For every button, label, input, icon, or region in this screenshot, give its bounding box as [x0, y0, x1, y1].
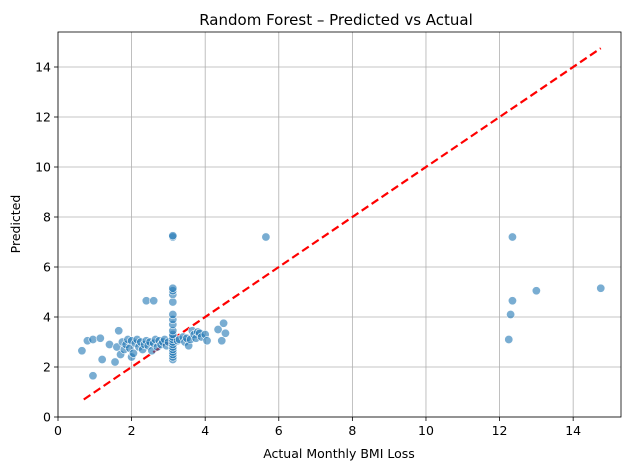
grid	[57, 32, 621, 418]
data-point	[95, 333, 105, 343]
x-tick-label: 12	[492, 423, 508, 438]
data-point	[507, 232, 517, 242]
data-point	[507, 296, 517, 306]
ideal-line-layer	[83, 47, 602, 401]
data-point	[88, 371, 98, 381]
x-tick-label: 14	[565, 423, 581, 438]
data-point	[504, 334, 514, 344]
y-tick-label: 6	[43, 260, 51, 275]
data-point	[506, 309, 516, 319]
y-axis-ticks: 0 2 4 6 8 10 12 14	[35, 60, 58, 425]
y-axis-label: Predicted	[8, 195, 23, 254]
x-tick-label: 6	[275, 423, 283, 438]
x-tick-label: 4	[201, 423, 209, 438]
x-axis-ticks: 0 2 4 6 8 10 12 14	[54, 417, 581, 438]
data-point	[88, 334, 98, 344]
plot-frame	[57, 31, 622, 418]
y-tick-label: 10	[35, 160, 51, 175]
x-axis-label: Actual Monthly BMI Loss	[263, 446, 415, 461]
data-point	[168, 297, 178, 307]
y-tick-label: 2	[43, 360, 51, 375]
ideal-fit-line	[83, 47, 602, 401]
data-point	[168, 309, 178, 319]
data-point	[114, 326, 124, 336]
data-point	[168, 231, 178, 241]
data-points	[77, 231, 606, 381]
data-point	[97, 354, 107, 364]
data-point	[128, 348, 138, 358]
x-tick-label: 0	[54, 423, 62, 438]
data-point	[149, 296, 159, 306]
data-point	[213, 324, 223, 334]
data-point	[220, 328, 230, 338]
data-point	[110, 357, 120, 367]
data-point	[219, 318, 229, 328]
y-tick-label: 8	[43, 210, 51, 225]
data-point	[596, 283, 606, 293]
y-tick-label: 12	[35, 110, 51, 125]
x-tick-label: 2	[128, 423, 136, 438]
y-tick-label: 0	[43, 410, 51, 425]
y-tick-label: 4	[43, 310, 51, 325]
chart-title: Random Forest – Predicted vs Actual	[199, 11, 473, 29]
data-point	[531, 286, 541, 296]
data-point	[202, 336, 212, 346]
data-point	[77, 346, 87, 356]
data-point	[217, 336, 227, 346]
y-tick-label: 14	[35, 60, 51, 75]
x-tick-label: 10	[418, 423, 434, 438]
data-point	[261, 232, 271, 242]
data-point	[168, 283, 178, 293]
x-tick-label: 8	[348, 423, 356, 438]
